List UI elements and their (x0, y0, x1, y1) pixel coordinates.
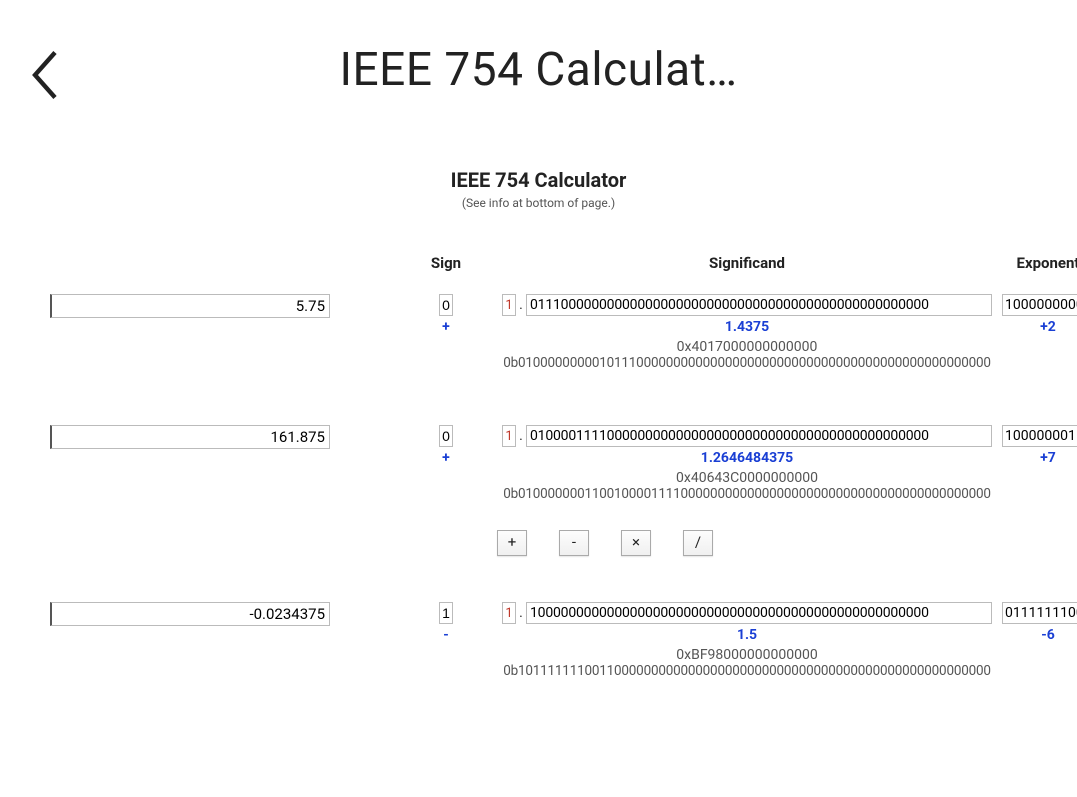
significand-value: 1.2646484375 (502, 450, 992, 466)
col-header-sign: Sign (396, 254, 496, 272)
exponent-bits-input[interactable] (1002, 425, 1077, 447)
binary-readout: 0b01000000000101110000000000000000000000… (502, 355, 992, 371)
app-title: IEEE 754 Calculat… (20, 43, 1057, 97)
mantissa-input[interactable] (526, 425, 992, 447)
sign-bit-input[interactable] (439, 294, 453, 316)
sign-symbol: - (396, 627, 496, 643)
hidden-bit-input[interactable] (502, 294, 516, 316)
significand-value: 1.5 (502, 627, 992, 643)
exponent-value: +7 (998, 450, 1077, 466)
col-header-exponent: Exponent (998, 254, 1077, 272)
sign-symbol: + (396, 450, 496, 466)
binary-readout: 0b01000000011001000011110000000000000000… (502, 486, 992, 502)
subtract-button[interactable]: - (559, 530, 589, 556)
mantissa-input[interactable] (526, 602, 992, 624)
exponent-bits-input[interactable] (1002, 602, 1077, 624)
mantissa-input[interactable] (526, 294, 992, 316)
radix-point: . (518, 605, 524, 621)
significand-value: 1.4375 (502, 319, 992, 335)
float-row: + . 1.4375 0x4017000000000000 0b01000000… (0, 294, 1077, 371)
divide-button[interactable]: / (683, 530, 713, 556)
add-button[interactable]: + (497, 530, 527, 556)
radix-point: . (518, 428, 524, 444)
hex-readout: 0x40643C0000000000 (502, 470, 992, 486)
page-title: IEEE 754 Calculator (0, 168, 1077, 192)
sign-bit-input[interactable] (439, 425, 453, 447)
exponent-value: -6 (998, 627, 1077, 643)
exponent-value: +2 (998, 319, 1077, 335)
sign-symbol: + (396, 319, 496, 335)
page-subtitle: (See info at bottom of page.) (0, 196, 1077, 210)
float-row: - . 1.5 0xBF98000000000000 0b10111111100… (0, 602, 1077, 679)
decimal-input[interactable] (50, 602, 330, 626)
binary-readout: 0b10111111100110000000000000000000000000… (502, 663, 992, 679)
hidden-bit-input[interactable] (502, 425, 516, 447)
sign-bit-input[interactable] (439, 602, 453, 624)
hidden-bit-input[interactable] (502, 602, 516, 624)
float-row: + . 1.2646484375 0x40643C0000000000 0b01… (0, 425, 1077, 502)
col-header-significand: Significand (502, 254, 992, 272)
radix-point: . (518, 297, 524, 313)
multiply-button[interactable]: × (621, 530, 651, 556)
exponent-bits-input[interactable] (1002, 294, 1077, 316)
hex-readout: 0xBF98000000000000 (502, 647, 992, 663)
chevron-left-icon (28, 50, 62, 100)
decimal-input[interactable] (50, 294, 330, 318)
decimal-input[interactable] (50, 425, 330, 449)
hex-readout: 0x4017000000000000 (502, 339, 992, 355)
back-button[interactable] (28, 50, 62, 104)
